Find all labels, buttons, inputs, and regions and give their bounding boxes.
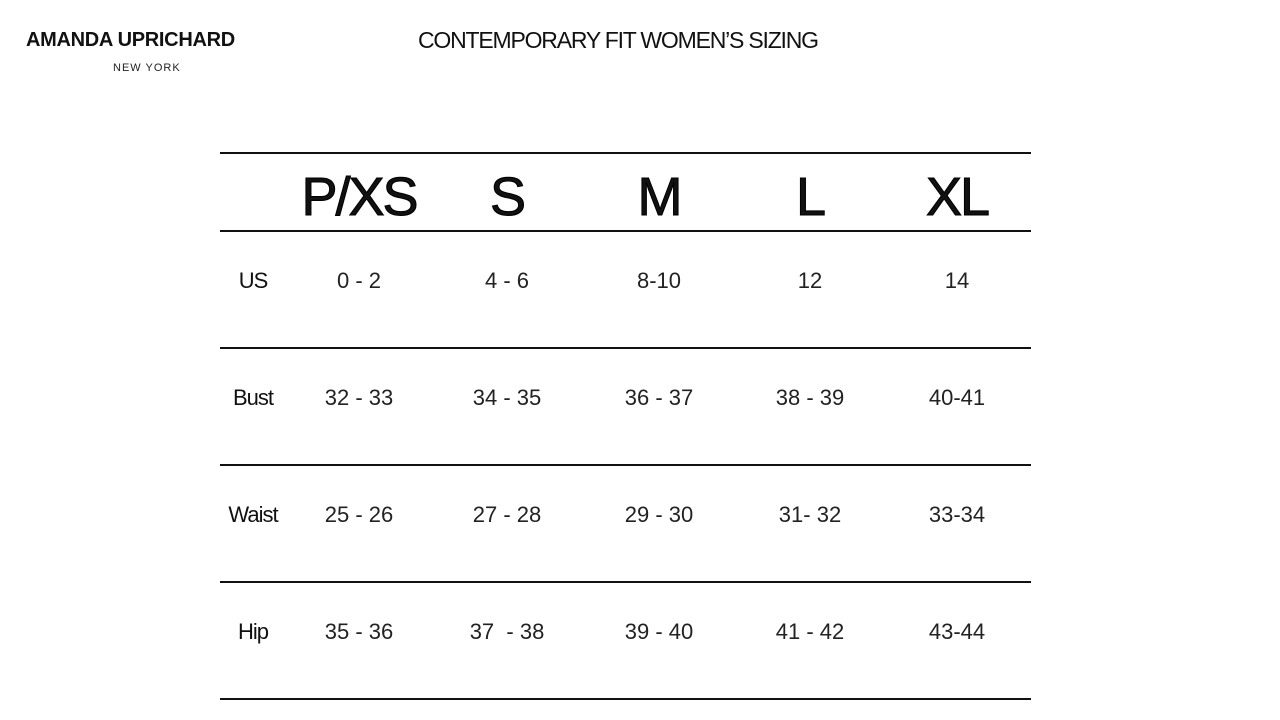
table-cell: 8-10 — [636, 268, 682, 293]
brand-logo: AMANDA UPRICHARD — [26, 29, 235, 51]
table-cell: 4 - 6 — [484, 268, 530, 293]
table-divider — [220, 152, 1031, 154]
table-cell: 35 - 36 — [324, 619, 394, 644]
table-cell: 38 - 39 — [775, 385, 845, 410]
table-divider — [220, 347, 1031, 349]
table-cell: 29 - 30 — [624, 502, 694, 527]
table-cell: 14 — [944, 268, 970, 293]
row-label: Waist — [228, 502, 278, 527]
table-cell: 40-41 — [928, 385, 986, 410]
column-header: L — [795, 167, 826, 228]
table-cell: 41 - 42 — [775, 619, 845, 644]
table-divider — [220, 581, 1031, 583]
brand-location: NEW YORK — [113, 62, 181, 74]
table-cell: 39 - 40 — [624, 619, 694, 644]
column-header: XL — [925, 167, 990, 228]
table-cell: 43-44 — [928, 619, 986, 644]
table-cell: 36 - 37 — [624, 385, 694, 410]
column-header: P/XS — [301, 167, 419, 228]
table-cell: 32 - 33 — [324, 385, 394, 410]
column-header: M — [637, 167, 683, 228]
table-cell: 0 - 2 — [336, 268, 382, 293]
table-divider — [220, 698, 1031, 700]
table-cell: 37 - 38 — [469, 619, 545, 644]
page-title: CONTEMPORARY FIT WOMEN’S SIZING — [418, 27, 819, 53]
table-cell: 31- 32 — [778, 502, 842, 527]
row-label: Hip — [237, 619, 269, 644]
table-cell: 27 - 28 — [472, 502, 542, 527]
table-cell: 34 - 35 — [472, 385, 542, 410]
row-label: US — [238, 268, 269, 293]
table-divider — [220, 230, 1031, 232]
table-divider — [220, 464, 1031, 466]
column-header: S — [489, 167, 526, 228]
table-cell: 25 - 26 — [324, 502, 394, 527]
row-label: Bust — [232, 385, 274, 410]
table-cell: 33-34 — [928, 502, 986, 527]
table-cell: 12 — [797, 268, 823, 293]
